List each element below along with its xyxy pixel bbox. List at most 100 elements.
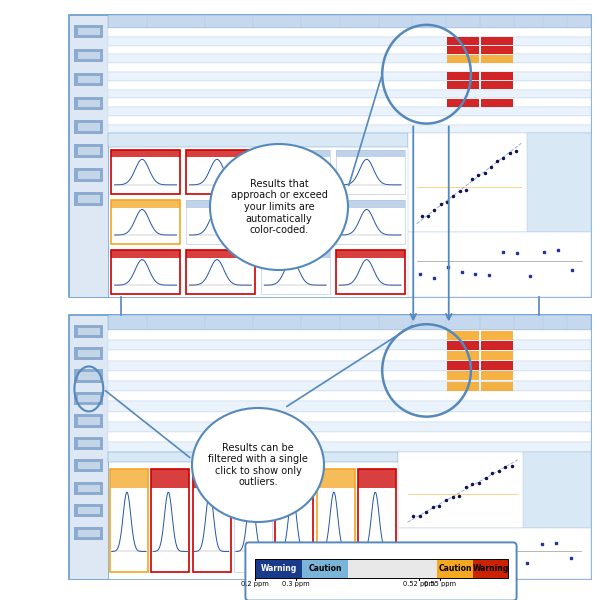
Bar	[302, 559, 348, 578]
Ellipse shape	[192, 408, 324, 522]
Bar	[110, 469, 148, 572]
Bar	[77, 440, 100, 447]
Bar	[398, 452, 591, 579]
Bar	[74, 459, 103, 472]
Bar	[111, 250, 180, 294]
Bar	[111, 149, 180, 157]
Bar	[108, 315, 591, 330]
Bar	[108, 72, 591, 81]
Bar	[261, 200, 329, 244]
Bar	[523, 452, 591, 529]
Bar	[77, 52, 100, 59]
Text: Caution: Caution	[308, 564, 342, 573]
Bar	[108, 63, 591, 72]
Bar	[447, 37, 479, 45]
Bar	[69, 315, 108, 579]
Bar	[74, 482, 103, 495]
Bar	[193, 469, 230, 488]
Bar	[261, 200, 329, 208]
Bar	[335, 250, 404, 294]
Bar	[234, 469, 272, 572]
Bar	[108, 315, 591, 452]
Bar	[151, 469, 189, 572]
Bar	[77, 196, 100, 203]
Bar	[255, 559, 508, 578]
Bar	[108, 98, 591, 107]
Bar	[481, 341, 513, 350]
Bar	[74, 347, 103, 360]
Bar	[447, 361, 479, 370]
Bar	[74, 169, 103, 182]
Bar	[108, 125, 591, 133]
Bar	[358, 469, 396, 488]
Bar	[77, 507, 100, 514]
Bar	[77, 148, 100, 155]
Bar	[481, 46, 513, 54]
Bar	[261, 149, 329, 194]
Bar	[77, 530, 100, 537]
Bar	[74, 145, 103, 158]
Bar	[261, 250, 329, 258]
Bar	[110, 469, 148, 488]
Bar	[447, 81, 479, 89]
Bar	[527, 133, 591, 232]
Bar	[317, 469, 355, 488]
Bar	[108, 442, 591, 452]
Bar	[108, 15, 591, 28]
Bar	[74, 25, 103, 38]
FancyBboxPatch shape	[69, 315, 591, 579]
Bar	[186, 250, 255, 294]
Bar	[398, 452, 591, 529]
Bar	[108, 89, 591, 98]
Bar	[108, 452, 398, 463]
Bar	[108, 46, 591, 55]
Bar	[77, 328, 100, 335]
Bar	[186, 250, 255, 258]
Bar	[108, 371, 591, 381]
Bar	[74, 193, 103, 206]
Bar	[74, 370, 103, 383]
Bar	[74, 415, 103, 428]
Text: Results that
approach or exceed
your limits are
automatically
color-coded.: Results that approach or exceed your lim…	[230, 179, 328, 235]
Bar	[108, 401, 591, 412]
Bar	[335, 149, 404, 157]
Bar	[108, 15, 591, 133]
Text: 0.55 ppm: 0.55 ppm	[424, 581, 456, 587]
Bar	[77, 76, 100, 83]
Bar	[275, 469, 313, 488]
Bar	[407, 133, 591, 232]
Bar	[437, 559, 473, 578]
Bar	[447, 99, 479, 107]
Bar	[77, 172, 100, 179]
Bar	[447, 331, 479, 340]
Bar	[108, 116, 591, 125]
Bar	[77, 100, 100, 107]
Bar	[186, 200, 255, 244]
Bar	[447, 46, 479, 54]
Bar	[234, 469, 272, 488]
Bar	[407, 133, 591, 297]
Bar	[186, 149, 255, 194]
Bar	[481, 382, 513, 391]
Bar	[111, 200, 180, 244]
Bar	[481, 81, 513, 89]
Text: 0.3 ppm: 0.3 ppm	[282, 581, 310, 587]
Bar	[74, 49, 103, 62]
Bar	[108, 107, 591, 116]
Bar	[447, 73, 479, 80]
Bar	[481, 37, 513, 45]
Text: Caution: Caution	[439, 564, 472, 573]
Bar	[111, 250, 180, 258]
Bar	[77, 124, 100, 131]
Bar	[108, 55, 591, 63]
Bar	[151, 469, 189, 488]
Text: Warning: Warning	[260, 564, 297, 573]
Bar	[74, 325, 103, 338]
FancyBboxPatch shape	[69, 15, 591, 297]
Bar	[261, 250, 329, 294]
Bar	[108, 350, 591, 361]
Bar	[335, 149, 404, 194]
Bar	[108, 422, 591, 432]
Bar	[481, 371, 513, 380]
Bar	[108, 412, 591, 422]
